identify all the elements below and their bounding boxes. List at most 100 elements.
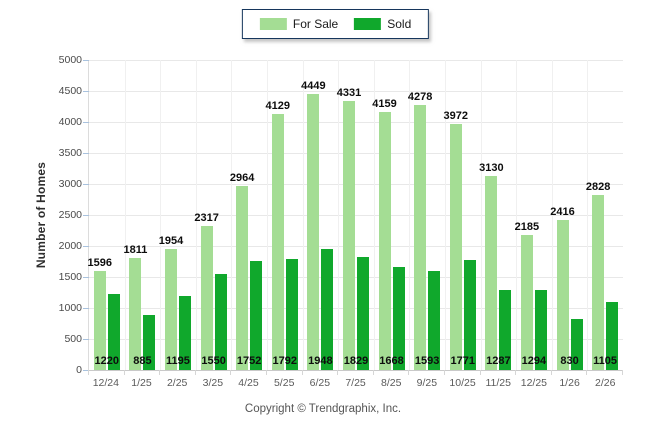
for-sale-bar: 3130 (479, 162, 504, 370)
gridline (89, 339, 623, 340)
bar-group: 2185 1294 (515, 60, 552, 370)
sold-value-label: 1220 (94, 355, 120, 367)
for-sale-bar: 3972 (443, 110, 468, 370)
for-sale-bar: 4278 (408, 91, 432, 370)
bar-group: 3130 1287 (479, 60, 517, 370)
for-sale-bar: 2185 (515, 221, 539, 370)
sold-bar (107, 294, 120, 370)
copyright-text: Copyright © Trendgraphix, Inc. (244, 403, 402, 415)
x-tick (337, 370, 373, 375)
y-tick-label: 4500 (58, 85, 82, 97)
legend: For Sale Sold (241, 9, 430, 39)
bar-group: 4159 1668 (372, 60, 410, 370)
sold-value-label: 1593 (414, 355, 440, 367)
x-tick-label: 1/26 (559, 377, 580, 389)
y-tick-mark (83, 122, 89, 123)
gridline (89, 122, 623, 123)
for-sale-bar: 1596 (88, 257, 112, 370)
x-tick-label: 11/25 (485, 377, 511, 389)
sold-bar (428, 271, 441, 370)
sold-value-label: 1287 (486, 355, 511, 367)
for-sale-value-label: 2964 (229, 172, 255, 185)
sold-bar (285, 258, 298, 370)
bar-group: 2416 830 (550, 60, 588, 370)
gridline (89, 370, 623, 371)
for-sale-swatch (259, 18, 287, 30)
x-tick (586, 370, 623, 375)
bar-group: 1596 1220 (88, 60, 125, 370)
sold-bar (321, 249, 334, 370)
sold-value-label: 1948 (308, 355, 333, 367)
vertical-gridline (480, 60, 482, 370)
vertical-gridline (195, 60, 197, 370)
x-tick-label: 8/25 (380, 377, 402, 389)
vertical-gridline (409, 60, 411, 370)
gridline (89, 184, 623, 185)
for-sale-bar: 1811 (123, 244, 147, 370)
for-sale-bar: 2416 (550, 206, 575, 370)
x-tick-label: 10/25 (449, 377, 476, 389)
sold-bar (570, 318, 583, 370)
x-tick (230, 370, 266, 375)
sold-value-label: 1792 (272, 355, 298, 367)
for-sale-value-label: 1811 (123, 243, 148, 256)
sold-legend-label: Sold (387, 17, 412, 31)
x-tick (408, 370, 444, 375)
for-sale-value-label: 2317 (194, 212, 219, 225)
vertical-gridline (516, 60, 518, 370)
sold-value-label: 885 (133, 355, 152, 367)
for-sale-value-label: 2828 (585, 180, 611, 193)
for-sale-value-label: 4129 (265, 100, 291, 113)
y-tick-mark (83, 277, 89, 278)
bar-group: 2828 1105 (585, 60, 623, 370)
y-tick-mark (83, 308, 89, 309)
for-sale-value-label: 1954 (158, 234, 184, 247)
x-tick (88, 370, 124, 375)
sold-bar (534, 289, 547, 370)
gridline (89, 215, 623, 216)
y-tick-mark (83, 184, 89, 185)
gridline (89, 153, 623, 154)
vertical-gridline (124, 60, 126, 370)
sold-bar (143, 315, 156, 370)
y-tick-mark (83, 246, 89, 247)
sold-value-label: 1195 (166, 355, 190, 367)
x-axis-labels: 12/24 1/25 2/25 3/25 4/25 5/25 6/25 7/25 8/25 9/2… (88, 377, 623, 389)
x-tick-label: 5/25 (273, 377, 295, 389)
y-tick-label: 1000 (58, 302, 82, 314)
sold-bar (250, 261, 263, 370)
sold-value-label: 1550 (201, 355, 226, 367)
for-sale-value-label: 1596 (87, 257, 113, 270)
sold-bar (463, 260, 476, 370)
y-tick-label: 3500 (58, 147, 82, 159)
bar-group: 1811 885 (123, 60, 161, 370)
sold-bar (499, 290, 512, 370)
for-sale-bar: 2964 (230, 172, 254, 370)
x-tick (515, 370, 551, 375)
x-tick-label: 2/25 (166, 377, 188, 389)
x-tick (194, 370, 231, 375)
y-tick-mark (83, 91, 89, 92)
for-sale-value-label: 2416 (550, 206, 575, 219)
sold-value-label: 1829 (343, 355, 369, 367)
sold-swatch (354, 18, 382, 30)
x-tick-label: 9/25 (416, 377, 438, 389)
sold-value-label: 1752 (236, 355, 262, 367)
y-tick-label: 2000 (58, 240, 82, 252)
for-sale-value-label: 4159 (372, 98, 397, 111)
sold-bar (178, 295, 191, 370)
x-tick (372, 370, 409, 375)
x-tick-label: 7/25 (345, 377, 366, 389)
x-tick-label: 3/25 (202, 377, 224, 389)
for-sale-bar: 1954 (159, 235, 183, 370)
vertical-gridline (551, 60, 553, 370)
for-sale-bar: 4159 (372, 98, 397, 370)
vertical-gridline (338, 60, 340, 370)
vertical-gridline (302, 60, 304, 370)
for-sale-bar: 4331 (337, 87, 361, 370)
y-tick-mark (83, 60, 89, 61)
y-tick-label: 500 (64, 333, 82, 345)
y-tick-label: 5000 (58, 54, 82, 66)
for-sale-value-label: 2185 (514, 220, 540, 233)
